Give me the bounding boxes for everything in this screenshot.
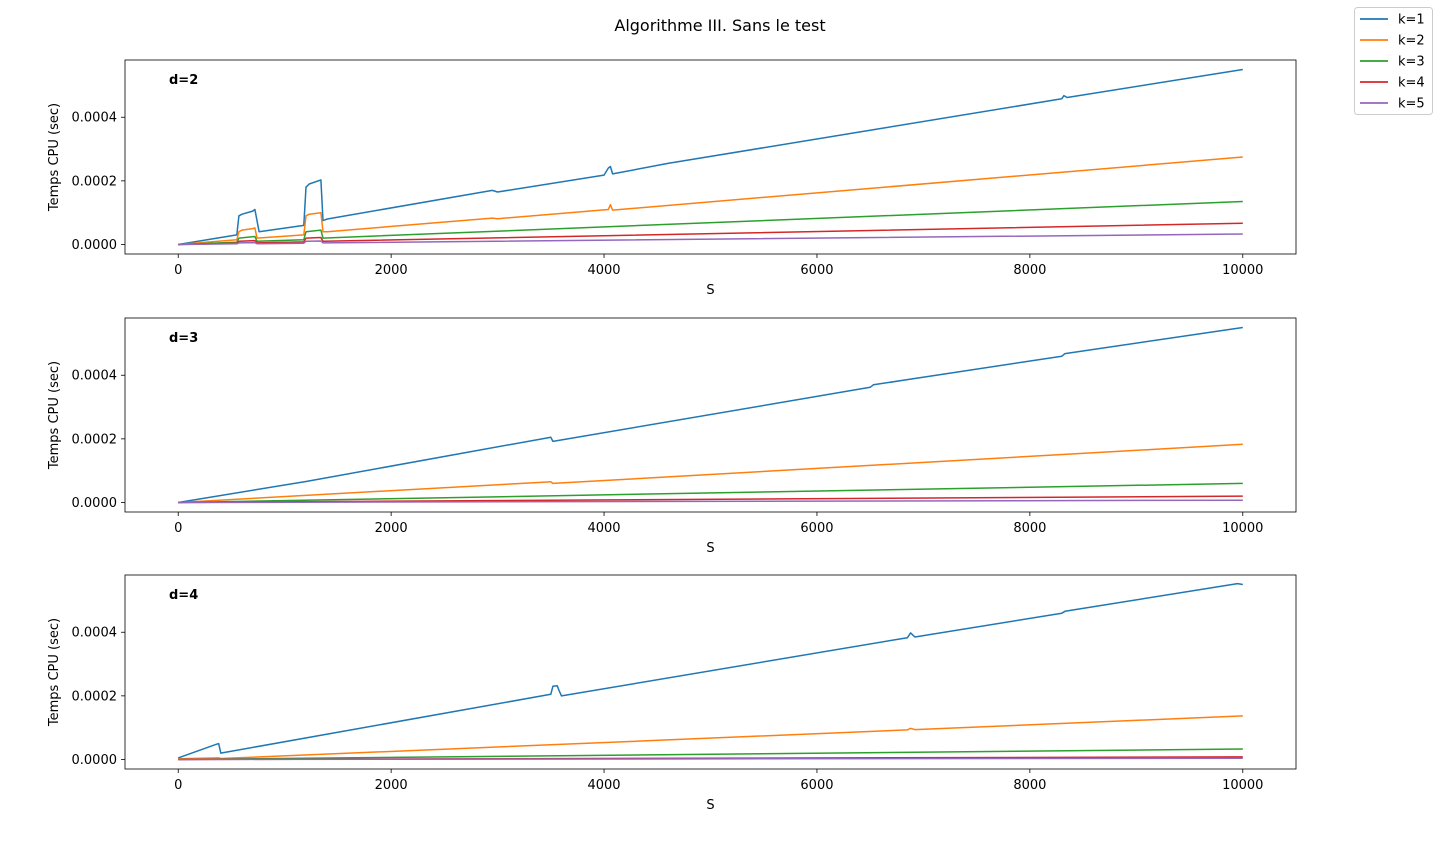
x-tick-label: 4000 — [587, 521, 620, 536]
y-tick-label: 0.0000 — [72, 496, 118, 511]
subplots: 0 2000 4000 6000 8000 10000 0.0000 0.0002 0.0004… — [47, 59, 1297, 813]
legend-label: k=5 — [1398, 97, 1425, 112]
panel-annotation: d=3 — [169, 331, 198, 346]
x-axis-label: S — [706, 541, 714, 556]
axes-frame — [124, 574, 1297, 770]
y-tick-label: 0.0002 — [72, 174, 118, 189]
x-tick-label: 4000 — [587, 778, 620, 793]
legend-label: k=3 — [1398, 55, 1425, 70]
legend-label: k=1 — [1398, 13, 1425, 28]
x-tick-label: 8000 — [1013, 263, 1046, 278]
y-tick-label: 0.0004 — [72, 369, 118, 384]
legend-item-k2: k=2 — [1360, 34, 1425, 49]
y-axis-label: Temps CPU (sec) — [47, 618, 62, 727]
legend-label: k=4 — [1398, 76, 1425, 91]
legend-item-k1: k=1 — [1360, 13, 1425, 28]
y-axis-label: Temps CPU (sec) — [47, 361, 62, 470]
legend-box — [1354, 7, 1433, 115]
x-axis-label: S — [706, 283, 714, 298]
y-tick-label: 0.0002 — [72, 689, 118, 704]
legend-item-k5: k=5 — [1360, 97, 1425, 112]
x-tick-label: 10000 — [1222, 521, 1263, 536]
x-tick-label: 2000 — [375, 263, 408, 278]
x-tick-label: 2000 — [375, 521, 408, 536]
series-line-k2 — [178, 156, 1243, 246]
axes-frame — [124, 317, 1297, 513]
x-tick-label: 6000 — [800, 521, 833, 536]
axes-frame — [124, 59, 1297, 255]
x-axis-label: S — [706, 798, 714, 813]
x-tick-label: 8000 — [1013, 778, 1046, 793]
y-axis-label: Temps CPU (sec) — [47, 103, 62, 212]
series-line-k3 — [178, 482, 1243, 504]
legend-label: k=2 — [1398, 34, 1425, 49]
series-line-k3 — [178, 748, 1243, 761]
legend-item-k3: k=3 — [1360, 55, 1425, 70]
x-tick-label: 2000 — [375, 778, 408, 793]
x-tick-label: 6000 — [800, 778, 833, 793]
legend: k=1 k=2 k=3 k=4 k=5 — [1354, 7, 1433, 115]
subplot-3: 0 2000 4000 6000 8000 10000 0.0000 0.0002 0.0004… — [47, 574, 1297, 813]
series-line-k1 — [178, 68, 1243, 246]
x-tick-label: 0 — [174, 521, 182, 536]
x-tick-label: 0 — [174, 778, 182, 793]
subplot-1: 0 2000 4000 6000 8000 10000 0.0000 0.0002 0.0004… — [47, 59, 1297, 298]
series-line-k1 — [178, 326, 1243, 504]
x-tick-label: 10000 — [1222, 263, 1263, 278]
series-line-k2 — [178, 715, 1243, 760]
x-tick-label: 0 — [174, 263, 182, 278]
panel-annotation: d=4 — [169, 588, 198, 603]
legend-item-k4: k=4 — [1360, 76, 1425, 91]
y-tick-label: 0.0000 — [72, 753, 118, 768]
x-tick-label: 6000 — [800, 263, 833, 278]
subplot-2: 0 2000 4000 6000 8000 10000 0.0000 0.0002 0.0004… — [47, 317, 1297, 556]
series-line-k5 — [178, 233, 1243, 246]
x-tick-label: 10000 — [1222, 778, 1263, 793]
x-tick-label: 4000 — [587, 263, 620, 278]
series-line-k2 — [178, 443, 1243, 504]
y-tick-label: 0.0002 — [72, 432, 118, 447]
panel-annotation: d=2 — [169, 73, 198, 88]
y-tick-label: 0.0000 — [72, 238, 118, 253]
series-line-k5 — [178, 499, 1243, 504]
series-line-k3 — [178, 200, 1243, 246]
series-line-k4 — [178, 222, 1243, 246]
series-line-k5 — [178, 757, 1243, 761]
figure-title: Algorithme III. Sans le test — [614, 16, 825, 35]
y-tick-label: 0.0004 — [72, 111, 118, 126]
x-tick-label: 8000 — [1013, 521, 1046, 536]
series-line-k1 — [177, 582, 1243, 759]
y-tick-label: 0.0004 — [72, 626, 118, 641]
